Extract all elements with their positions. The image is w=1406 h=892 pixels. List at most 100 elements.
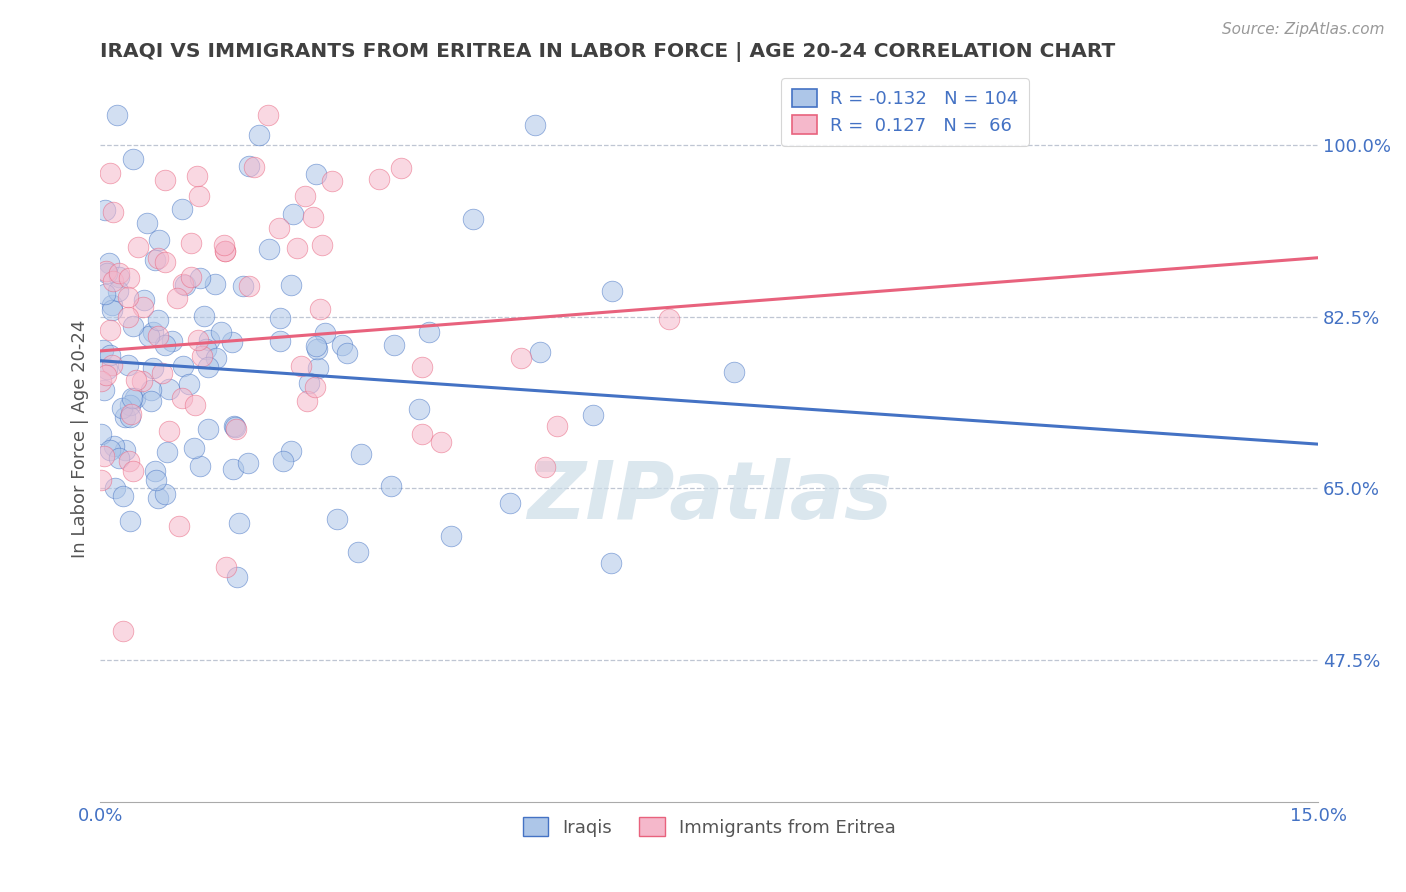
Point (205, 351, 228, 365)
Text: IRAQI VS IMMIGRANTS FROM ERITREA IN LABOR FORCE | AGE 20-24 CORRELATION CHART: IRAQI VS IMMIGRANTS FROM ERITREA IN LABO… (100, 42, 1115, 62)
Point (108, 266, 131, 280)
Point (111, 489, 134, 503)
Point (411, 359, 433, 374)
Point (179, 377, 201, 392)
Point (142, 361, 165, 376)
Point (271, 454, 294, 468)
Point (143, 464, 166, 478)
Point (93, 449, 115, 463)
Point (155, 487, 177, 501)
Point (135, 216, 157, 230)
Point (93, 343, 115, 358)
Point (153, 338, 176, 352)
Point (461, 211, 484, 226)
Point (146, 251, 169, 265)
Point (214, 244, 236, 258)
Point (108, 450, 131, 465)
Point (172, 359, 194, 373)
Point (285, 241, 308, 255)
Point (225, 421, 247, 435)
Point (90, 374, 112, 388)
Point (101, 205, 124, 219)
Point (221, 334, 243, 349)
Point (117, 290, 139, 304)
Point (94, 368, 117, 382)
Point (305, 338, 328, 352)
Point (582, 409, 605, 423)
Point (188, 271, 211, 285)
Point (131, 374, 153, 388)
Legend: Iraqis, Immigrants from Eritrea: Iraqis, Immigrants from Eritrea (516, 810, 903, 844)
Point (166, 292, 188, 306)
Point (100, 298, 122, 312)
Point (269, 221, 291, 235)
Point (96, 362, 118, 376)
Point (204, 277, 226, 292)
Point (238, 159, 260, 173)
Point (174, 278, 197, 293)
Point (222, 462, 245, 476)
Point (214, 244, 236, 258)
Point (146, 329, 169, 343)
Point (138, 329, 160, 343)
Point (172, 277, 194, 291)
Point (187, 189, 209, 203)
Point (599, 556, 621, 570)
Point (183, 442, 205, 456)
Point (232, 278, 254, 293)
Point (247, 128, 270, 143)
Point (142, 326, 165, 340)
Point (111, 401, 134, 415)
Point (269, 310, 291, 325)
Point (209, 325, 232, 339)
Point (307, 361, 329, 376)
Point (228, 516, 250, 530)
Text: Source: ZipAtlas.com: Source: ZipAtlas.com (1222, 22, 1385, 37)
Point (238, 456, 260, 470)
Point (120, 407, 142, 421)
Point (238, 279, 260, 293)
Y-axis label: In Labor Force | Age 20-24: In Labor Force | Age 20-24 (72, 320, 89, 558)
Point (191, 349, 214, 363)
Point (269, 334, 291, 349)
Point (94, 286, 117, 301)
Point (256, 108, 278, 122)
Point (148, 233, 170, 247)
Point (105, 108, 128, 122)
Point (294, 189, 316, 203)
Point (100, 166, 122, 180)
Point (509, 351, 531, 365)
Point (281, 207, 304, 221)
Point (546, 419, 568, 434)
Point (347, 545, 370, 559)
Point (94, 202, 117, 217)
Point (143, 253, 166, 268)
Point (118, 514, 141, 528)
Point (157, 424, 180, 438)
Point (150, 367, 173, 381)
Point (100, 303, 122, 318)
Point (187, 333, 209, 347)
Point (153, 255, 176, 269)
Point (440, 529, 463, 543)
Point (114, 409, 136, 424)
Point (280, 444, 302, 458)
Point (222, 418, 245, 433)
Point (125, 373, 148, 387)
Point (304, 379, 326, 393)
Point (157, 382, 180, 396)
Point (127, 240, 149, 254)
Point (170, 202, 193, 217)
Point (382, 338, 405, 352)
Point (188, 458, 211, 473)
Point (122, 464, 145, 478)
Point (193, 309, 215, 323)
Point (111, 624, 134, 639)
Point (194, 342, 217, 356)
Point (350, 447, 373, 461)
Point (186, 169, 208, 183)
Text: ZIPatlas: ZIPatlas (527, 458, 891, 536)
Point (257, 242, 280, 256)
Point (280, 278, 302, 293)
Point (180, 270, 202, 285)
